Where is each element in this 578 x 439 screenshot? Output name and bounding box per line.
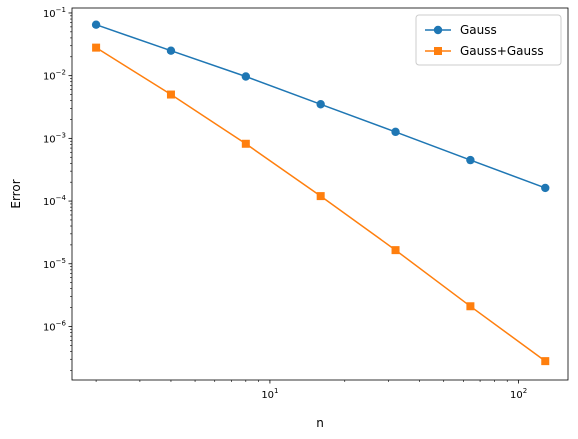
legend: Gauss Gauss+Gauss <box>415 14 562 66</box>
series-gauss-gauss <box>92 43 550 366</box>
y-axis-label: Error <box>9 179 23 208</box>
data-point <box>166 46 176 55</box>
legend-marker <box>433 25 443 35</box>
data-point <box>541 357 550 366</box>
y-tick-label: 10−4 <box>43 194 67 208</box>
legend-label: Gauss <box>460 23 497 37</box>
x-axis-label: n <box>316 416 324 430</box>
series-layer <box>91 20 550 366</box>
legend-label: Gauss+Gauss <box>460 44 544 58</box>
data-point <box>166 90 175 99</box>
data-point <box>241 72 251 81</box>
data-point <box>316 100 325 109</box>
axes-frame <box>71 7 569 381</box>
legend-marker <box>434 47 442 55</box>
data-point <box>92 43 101 52</box>
data-point <box>91 20 101 29</box>
y-tick-label: 10−6 <box>43 319 67 333</box>
data-point <box>466 302 475 311</box>
data-point <box>391 246 400 255</box>
data-point <box>391 127 400 137</box>
x-tick-label: 102 <box>510 387 527 401</box>
x-tick-label: 101 <box>261 387 278 401</box>
legend-item: Gauss <box>425 23 497 37</box>
y-tick-label: 10−2 <box>43 69 66 83</box>
legend-item: Gauss+Gauss <box>425 44 544 58</box>
data-point <box>241 139 250 148</box>
legend-box <box>415 14 562 66</box>
data-point <box>466 155 475 165</box>
y-tick-label: 10−1 <box>43 6 66 20</box>
data-point <box>316 192 325 201</box>
ticks: 101 102 10−1 10−2 10−3 10−4 10−5 10−6 <box>43 6 527 401</box>
data-point <box>541 183 550 193</box>
series-gauss <box>91 20 550 193</box>
y-tick-label: 10−5 <box>43 257 66 271</box>
y-tick-label: 10−3 <box>43 131 66 145</box>
